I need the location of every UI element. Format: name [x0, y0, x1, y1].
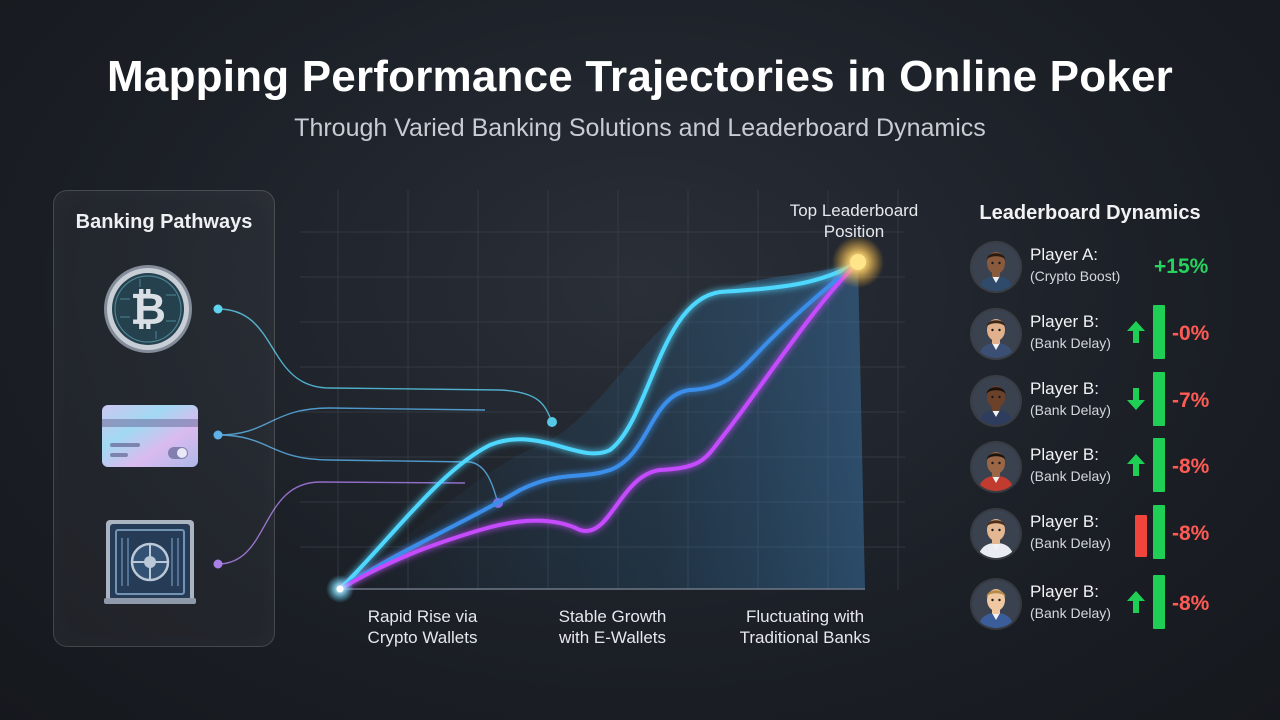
avatar — [972, 443, 1020, 491]
page-title: Mapping Performance Trajectories in Onli… — [107, 52, 1173, 101]
rank-change: -8% — [1172, 592, 1210, 615]
trend-bar-green — [1153, 372, 1165, 426]
leaderboard-row: Player B: (Bank Delay) -8% — [972, 438, 1232, 494]
trend-bar-green — [1153, 305, 1165, 359]
player-name: Player B: — [1030, 379, 1099, 398]
player-tag: (Bank Delay) — [1030, 468, 1111, 484]
trend-bar-green — [1153, 505, 1165, 559]
player-tag: (Bank Delay) — [1030, 605, 1111, 621]
arrow-down-icon — [1126, 386, 1146, 412]
bank-vault-icon — [104, 520, 196, 604]
rank-change: -0% — [1172, 322, 1210, 345]
peak-point — [850, 254, 866, 270]
player-name: Player B: — [1030, 582, 1099, 601]
player-name: Player B: — [1030, 312, 1099, 331]
ewallet-connector-2 — [217, 434, 499, 504]
avatar — [972, 510, 1020, 558]
path-label-bank: Fluctuating with Traditional Banks — [739, 607, 871, 647]
leaderboard-row: Player B: (Bank Delay) -8% — [972, 505, 1232, 561]
leaderboard-row: Player A: (Crypto Boost) +15% — [972, 242, 1232, 294]
player-tag: (Bank Delay) — [1030, 402, 1111, 418]
peak-label: Top Leaderboard Position — [789, 201, 919, 241]
banking-panel-title: Banking Pathways — [75, 211, 253, 233]
player-name: Player B: — [1030, 512, 1099, 531]
banking-panel: Banking Pathways — [53, 190, 275, 647]
leaderboard-row: Player B: (Bank Delay) -0% — [972, 305, 1232, 361]
trend-bar-green — [1153, 575, 1165, 629]
arrow-up-icon — [1126, 589, 1146, 615]
crypto-end-node — [547, 417, 557, 427]
arrow-up-icon — [1126, 319, 1146, 345]
player-tag: (Bank Delay) — [1030, 535, 1111, 551]
svg-text:₿: ₿ — [130, 284, 166, 335]
rank-change: -7% — [1172, 389, 1210, 412]
leaderboard-title: Leaderboard Dynamics — [979, 202, 1201, 224]
path-label-crypto: Rapid Rise via Crypto Wallets — [367, 607, 478, 647]
page-subtitle: Through Varied Banking Solutions and Lea… — [294, 114, 986, 142]
bank-trajectory — [338, 260, 860, 591]
player-tag: (Bank Delay) — [1030, 335, 1111, 351]
avatar — [972, 310, 1020, 358]
trend-bar-green — [1153, 438, 1165, 492]
bitcoin-icon: ₿ — [104, 265, 192, 353]
trajectory-area — [340, 262, 865, 589]
leaderboard-row: Player B: (Bank Delay) -8% — [972, 575, 1232, 631]
crypto-node — [213, 304, 223, 314]
rank-change: -8% — [1172, 522, 1210, 545]
ewallet-connector — [217, 407, 486, 436]
ewallet-node — [213, 430, 223, 440]
crypto-connector — [217, 308, 553, 423]
avatar — [972, 377, 1020, 425]
rank-change: -8% — [1172, 455, 1210, 478]
avatar — [972, 243, 1020, 291]
player-name: Player A: — [1030, 245, 1099, 264]
trend-bar-red — [1135, 515, 1147, 557]
rank-change: +15% — [1154, 255, 1209, 278]
bank-node — [213, 559, 223, 569]
player-name: Player B: — [1030, 445, 1099, 464]
crypto-trajectory — [338, 260, 860, 591]
player-tag: (Crypto Boost) — [1030, 268, 1121, 284]
card-icon — [102, 405, 198, 467]
leaderboard-row: Player B: (Bank Delay) -7% — [972, 372, 1232, 428]
bank-connector — [217, 481, 466, 565]
ewallet-trajectory — [338, 260, 860, 591]
arrow-up-icon — [1126, 452, 1146, 478]
banking-connectors — [217, 308, 553, 565]
avatar — [972, 580, 1020, 628]
path-label-ewallet: Stable Growth with E-Wallets — [558, 607, 667, 647]
